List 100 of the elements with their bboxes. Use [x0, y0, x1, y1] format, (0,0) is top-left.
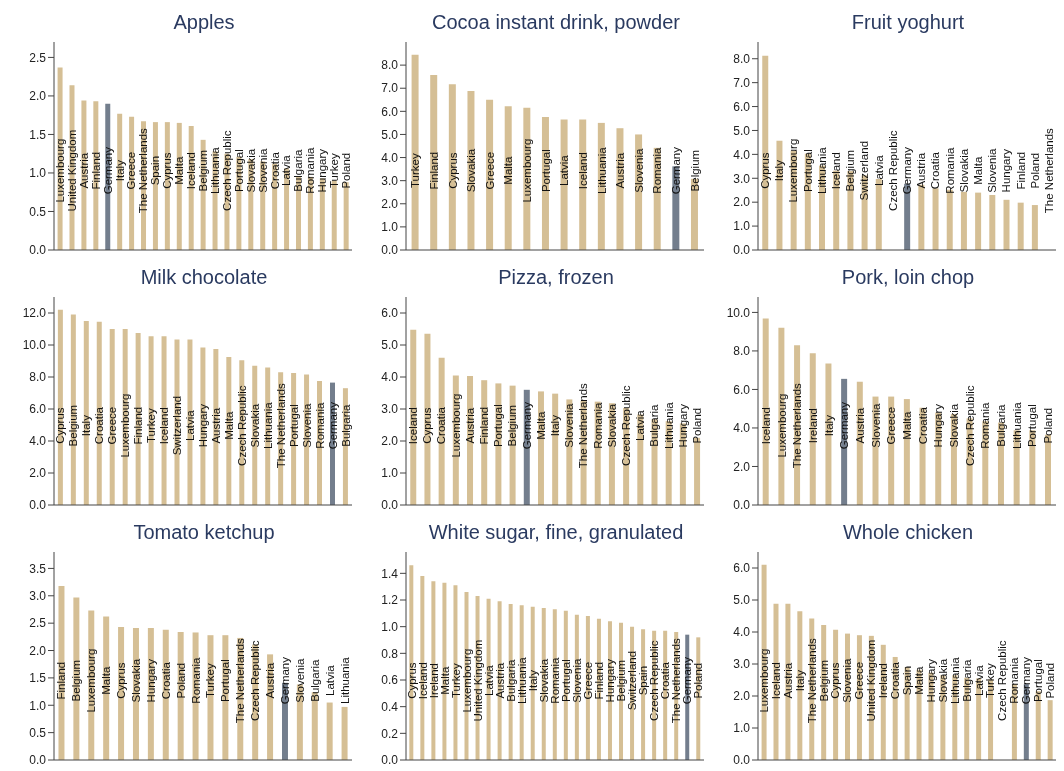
x-tick-label: Finland [593, 661, 606, 700]
x-tick-label: Iceland [407, 407, 420, 445]
x-tick-label: The Netherlands [577, 382, 590, 469]
y-tick-label: 7.0 [381, 81, 399, 96]
chart-title: Cocoa instant drink, powder [431, 10, 681, 35]
y-tick-label: 0.0 [29, 498, 47, 513]
y-tick-label: 0.5 [29, 725, 47, 740]
y-tick-label: 3.0 [381, 173, 399, 188]
x-tick-label: Greece [483, 151, 496, 190]
x-tick-label: Slovakia [936, 658, 949, 703]
bar [989, 195, 996, 250]
x-tick-label: Czech Republic [220, 130, 233, 211]
x-tick-label: Portugal [539, 149, 552, 193]
y-tick-label: 0.0 [733, 498, 751, 513]
y-tick-label: 0.0 [381, 753, 399, 768]
y-tick-label: 3.0 [381, 402, 399, 417]
y-tick-label: 2.0 [29, 89, 47, 104]
x-tick-label: Austria [915, 152, 928, 189]
x-tick-label: Bulgaria [648, 403, 661, 447]
x-tick-label: Lithuania [948, 656, 961, 704]
x-tick-label: Latvia [872, 154, 885, 186]
y-tick-label: 4.0 [733, 625, 751, 640]
x-tick-label: Iceland [769, 662, 782, 700]
x-tick-label: Germany [838, 401, 851, 450]
x-tick-label: Ireland [877, 663, 890, 699]
x-tick-label: Slovenia [632, 147, 645, 193]
x-tick-label: Croatia [916, 406, 929, 445]
x-tick-label: Latvia [558, 154, 571, 186]
y-tick-label: 1.0 [733, 219, 751, 234]
y-tick-label: 2.0 [733, 689, 751, 704]
y-tick-label: 6.0 [381, 306, 399, 321]
chart-title: Milk chocolate [139, 265, 269, 290]
x-tick-label: Belgium [67, 404, 80, 447]
chart-title: Pizza, frozen [497, 265, 615, 290]
x-tick-label: Malta [502, 155, 515, 185]
y-tick-label: 1.0 [29, 166, 47, 181]
y-tick-label: 4.0 [733, 421, 751, 436]
x-tick-label: Cyprus [161, 152, 174, 189]
x-tick-label: Portugal [1026, 404, 1039, 448]
x-tick-label: Turkey [204, 663, 217, 699]
x-tick-label: Hungary [932, 403, 945, 448]
x-tick-label: Czech Republic [648, 640, 661, 721]
x-tick-label: Czech Republic [996, 640, 1009, 721]
x-tick-label: Poland [340, 152, 353, 189]
y-tick-label: 3.5 [29, 561, 47, 576]
y-tick-label: 0.8 [381, 646, 399, 661]
x-tick-label: Germany [670, 146, 683, 195]
x-tick-label: Cyprus [54, 407, 67, 444]
y-tick-label: 2.0 [29, 466, 47, 481]
x-tick-label: Slovakia [605, 403, 618, 448]
x-tick-label: Austria [614, 152, 627, 189]
x-tick-label: Romania [189, 657, 202, 704]
x-tick-label: Slovakia [948, 403, 961, 448]
y-tick-label: 1.5 [29, 127, 47, 142]
x-tick-label: The Netherlands [137, 127, 150, 214]
x-tick-label: Portugal [1032, 659, 1045, 703]
x-tick-label: Austria [463, 407, 476, 444]
x-tick-label: Latvia [323, 664, 336, 696]
y-tick-label: 1.0 [733, 721, 751, 736]
y-tick-label: 0.0 [29, 243, 47, 258]
y-tick-label: 2.0 [381, 434, 399, 449]
x-tick-label: Lithuania [595, 146, 608, 194]
x-tick-label: Turkey [409, 153, 422, 189]
x-tick-label: Romania [591, 402, 604, 449]
x-tick-label: Romania [943, 147, 956, 194]
x-tick-label: Finland [132, 406, 145, 445]
x-tick-label: Germany [278, 656, 291, 705]
x-tick-label: Belgium [688, 149, 701, 192]
y-tick-label: 6.0 [29, 402, 47, 417]
bar [932, 188, 939, 250]
x-tick-label: Czech Republic [963, 385, 976, 466]
x-tick-label: Slovenia [571, 657, 584, 703]
y-tick-label: 6.0 [381, 104, 399, 119]
x-tick-label: Hungary [1000, 148, 1013, 193]
chart-title: Whole chicken [841, 520, 975, 545]
chart-title: Tomato ketchup [132, 520, 276, 545]
y-tick-label: 2.0 [381, 197, 399, 212]
y-tick-label: 0.5 [29, 204, 47, 219]
y-tick-label: 0.0 [29, 753, 47, 768]
x-tick-label: Malta [438, 665, 451, 695]
bar [975, 192, 982, 250]
x-tick-label: Slovenia [256, 147, 269, 193]
x-tick-label: Portugal [287, 404, 300, 448]
x-tick-label: Bulgaria [504, 658, 517, 702]
x-tick-label: Portugal [219, 659, 232, 703]
x-tick-label: Cyprus [446, 152, 459, 189]
x-tick-label: Belgium [197, 149, 209, 192]
x-tick-label: Belgium [70, 659, 83, 702]
x-tick-label: Croatia [268, 151, 281, 190]
x-tick-label: Ireland [427, 663, 440, 699]
chart-title: Fruit yoghurt [850, 10, 966, 35]
x-tick-label: Austria [77, 152, 90, 189]
x-tick-label: Luxembourg [119, 393, 132, 458]
x-tick-label: Hungary [676, 403, 689, 448]
x-tick-label: Malta [222, 410, 235, 440]
x-tick-label: Luxembourg [521, 138, 534, 203]
x-tick-label: Switzerland [858, 140, 871, 201]
x-tick-label: Malta [971, 155, 984, 185]
y-tick-label: 5.0 [733, 593, 751, 608]
x-tick-label: Czech Republic [886, 130, 899, 211]
